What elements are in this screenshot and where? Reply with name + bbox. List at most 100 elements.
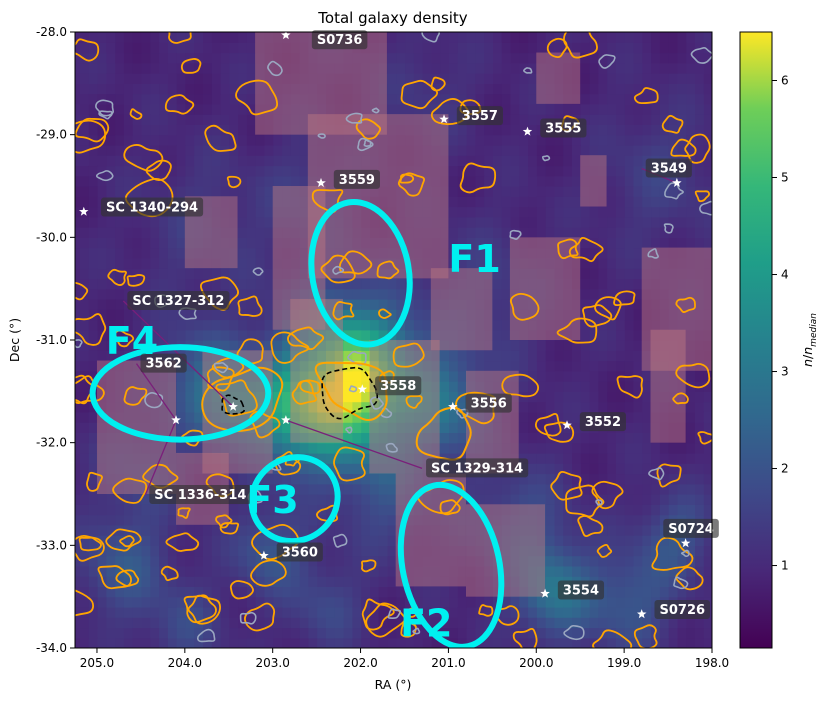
heatmap-cell — [343, 103, 353, 115]
heatmap-cell — [404, 186, 414, 197]
heatmap-cell — [422, 340, 432, 351]
heatmap-cell — [641, 432, 652, 444]
heatmap-cell — [97, 565, 107, 577]
heatmap-cell — [360, 483, 370, 495]
heatmap-cell — [369, 114, 379, 125]
heatmap-cell — [307, 155, 318, 167]
heatmap-cell — [281, 442, 291, 454]
heatmap-cell — [79, 237, 89, 249]
heatmap-cell — [589, 32, 599, 43]
heatmap-cell — [518, 83, 529, 95]
heatmap-cell — [545, 186, 555, 197]
heatmap-cell — [62, 391, 71, 402]
heatmap-cell — [123, 535, 133, 546]
heatmap-cell — [176, 329, 186, 341]
heatmap-cell — [202, 606, 212, 618]
heatmap-cell — [501, 586, 511, 598]
heatmap-cell — [325, 617, 335, 629]
heatmap-cell — [299, 83, 309, 95]
heatmap-cell — [641, 227, 652, 238]
heatmap-cell — [659, 247, 669, 259]
heatmap-cell — [650, 237, 660, 249]
heatmap-cell — [668, 206, 678, 218]
heatmap-cell — [676, 288, 687, 300]
heatmap-cell — [378, 483, 388, 495]
density-contour — [568, 236, 604, 263]
heatmap-cell — [536, 247, 546, 259]
heatmap-cell — [62, 361, 71, 372]
heatmap-cell — [351, 124, 362, 136]
heatmap-cell — [334, 278, 344, 290]
heatmap-cell — [105, 309, 116, 321]
heatmap-cell — [149, 227, 160, 238]
heatmap-cell — [202, 381, 212, 392]
heatmap-cell — [457, 196, 467, 208]
heatmap-cell — [545, 165, 555, 177]
heatmap-cell — [334, 627, 344, 639]
heatmap-cell — [202, 637, 212, 648]
heatmap-cell — [518, 565, 529, 577]
heatmap-cell — [360, 124, 370, 136]
heatmap-cell — [597, 206, 608, 218]
heatmap-cell — [492, 504, 502, 516]
heatmap-cell — [536, 442, 546, 454]
heatmap-cell — [422, 524, 432, 536]
heatmap-cell — [237, 32, 247, 43]
heatmap-cell — [395, 422, 406, 433]
heatmap-cell — [492, 52, 502, 64]
heatmap-cell — [589, 463, 599, 475]
heatmap-cell — [404, 155, 414, 167]
heatmap-cell — [404, 165, 414, 177]
heatmap-cell — [343, 452, 353, 464]
heatmap-cell — [75, 329, 80, 341]
coverage-patch — [465, 370, 519, 474]
heatmap-cell — [97, 309, 107, 321]
heatmap-cell — [536, 514, 546, 526]
heatmap-cell — [422, 298, 432, 310]
heatmap-cell — [360, 606, 370, 618]
heatmap-cell — [632, 319, 643, 331]
heatmap-cell — [509, 473, 520, 485]
heatmap-cell — [307, 565, 318, 577]
heatmap-cell — [668, 627, 678, 639]
heatmap-cell — [685, 586, 695, 598]
heatmap-cell — [75, 298, 80, 310]
heatmap-cell — [501, 227, 511, 238]
heatmap-cell — [457, 268, 467, 279]
heatmap-cell — [580, 329, 590, 341]
heatmap-cell — [606, 124, 616, 136]
heatmap-cell — [140, 134, 151, 146]
heatmap-cell — [448, 545, 458, 557]
heatmap-cell — [553, 350, 564, 362]
heatmap-cell — [553, 32, 564, 43]
heatmap-cell — [597, 83, 608, 95]
heatmap-cell — [422, 52, 432, 64]
heatmap-cell — [75, 483, 80, 495]
heatmap-cell — [176, 473, 186, 485]
heatmap-cell — [597, 370, 608, 382]
heatmap-cell — [123, 52, 133, 64]
heatmap-cell — [474, 257, 485, 269]
density-contour — [672, 392, 689, 405]
heatmap-cell — [632, 627, 643, 639]
heatmap-cell — [553, 504, 564, 516]
heatmap-cell — [220, 329, 230, 341]
heatmap-cell — [685, 494, 695, 505]
heatmap-cell — [659, 545, 669, 557]
heatmap-cell — [422, 514, 432, 526]
heatmap-cell — [272, 288, 283, 300]
density-contour — [321, 366, 379, 420]
heatmap-cell — [114, 124, 124, 136]
heatmap-cell — [439, 247, 449, 259]
heatmap-cell — [386, 596, 397, 608]
heatmap-cell — [360, 319, 370, 331]
heatmap-cell — [325, 401, 335, 413]
heatmap-cell — [571, 411, 581, 423]
heatmap-cell — [272, 73, 283, 84]
heatmap-cell — [211, 391, 221, 403]
heatmap-cell — [597, 463, 608, 475]
density-contour — [656, 463, 682, 488]
heatmap-cell — [272, 186, 283, 197]
heatmap-cell — [439, 288, 449, 300]
